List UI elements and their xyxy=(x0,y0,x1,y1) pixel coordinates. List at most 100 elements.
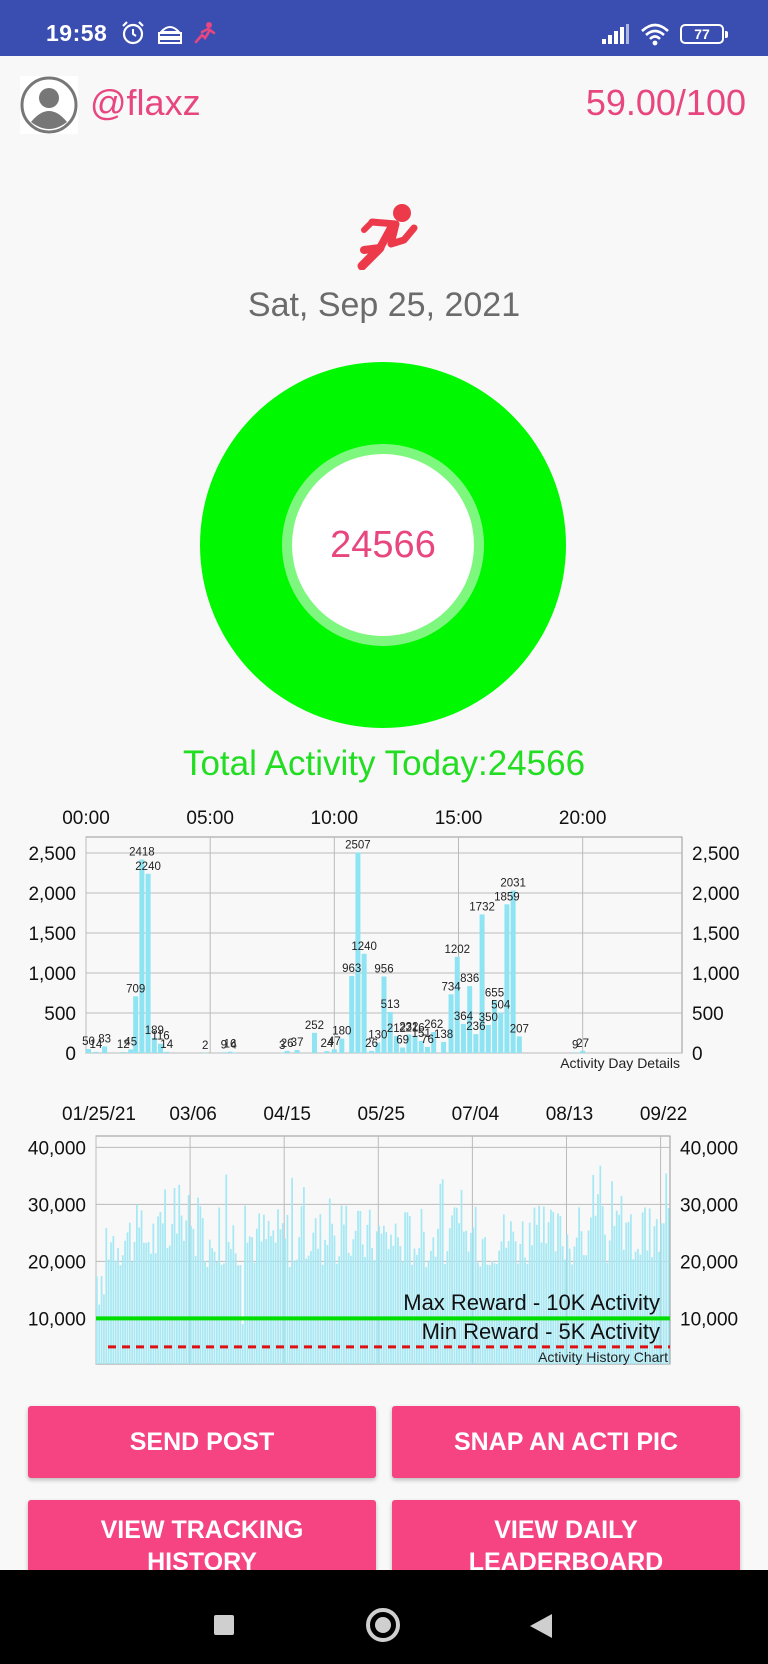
send-post-button[interactable]: SEND POST xyxy=(28,1406,376,1478)
history-chart-bar xyxy=(237,1265,239,1364)
activity-ring-value: 24566 xyxy=(292,454,474,636)
history-chart-bar xyxy=(587,1230,590,1364)
history-chart-bar xyxy=(507,1241,510,1364)
history-chart-bar xyxy=(154,1253,157,1364)
history-chart-bar xyxy=(662,1223,665,1364)
history-chart-bar xyxy=(477,1262,479,1364)
history-chart-bar xyxy=(98,1304,101,1364)
username[interactable]: @flaxz xyxy=(90,82,201,123)
history-chart-bar xyxy=(474,1206,477,1364)
back-icon[interactable] xyxy=(530,1614,552,1638)
history-chart-bar xyxy=(368,1209,371,1364)
history-chart-bar xyxy=(611,1181,613,1364)
history-chart-x-tick: 04/15 xyxy=(263,1104,311,1125)
day-chart-bar xyxy=(448,994,454,1053)
history-chart-bar xyxy=(145,1242,148,1364)
day-chart-y-tick-right: 1,500 xyxy=(692,924,740,945)
history-chart-x-tick: 08/13 xyxy=(546,1104,594,1125)
home-icon[interactable] xyxy=(366,1608,400,1642)
day-chart-bar xyxy=(164,1051,170,1053)
avatar-icon[interactable] xyxy=(20,76,78,134)
day-chart-bar xyxy=(151,1037,157,1053)
day-chart-bar-label: 14 xyxy=(90,1039,103,1051)
activity-ring: 24566 xyxy=(200,362,566,728)
history-chart-bar xyxy=(345,1205,348,1364)
day-chart-axes: 0 0 500 500 1,000 1,000 1,500 1,500 2,000 2,000 2,… xyxy=(28,808,739,1065)
history-chart-bar xyxy=(201,1218,204,1364)
history-chart-bar xyxy=(324,1239,326,1364)
history-chart-bar xyxy=(392,1245,395,1364)
history-chart-bar xyxy=(371,1248,373,1364)
history-chart-bar xyxy=(528,1222,531,1364)
history-chart-bar xyxy=(270,1236,272,1364)
day-chart-y-tick-left: 2,500 xyxy=(28,844,76,865)
history-chart-bar xyxy=(406,1212,409,1364)
activity-date: Sat, Sep 25, 2021 xyxy=(247,286,521,324)
history-chart-bar xyxy=(453,1207,456,1364)
history-chart-bar xyxy=(133,1241,136,1364)
total-activity-label: Total Activity Today:24566 xyxy=(182,744,586,783)
day-chart-y-tick-left: 1,000 xyxy=(28,964,76,985)
day-chart-bar xyxy=(412,1035,418,1053)
history-chart-bar xyxy=(606,1262,609,1364)
history-chart-bar xyxy=(350,1255,352,1364)
history-chart-bar xyxy=(260,1241,263,1364)
day-chart-bar xyxy=(331,1049,337,1053)
history-chart-bar xyxy=(161,1223,164,1364)
day-chart-bar-label: 216 xyxy=(405,1023,424,1035)
day-chart-bar-label: 180 xyxy=(332,1026,351,1038)
history-chart-x-tick: 01/25/21 xyxy=(62,1104,136,1125)
history-chart-bar xyxy=(248,1236,251,1364)
day-chart-bar xyxy=(400,1047,406,1053)
history-chart-bar xyxy=(378,1225,381,1364)
signal-icon xyxy=(602,24,629,44)
day-chart-bar xyxy=(324,1051,330,1053)
history-chart-bar xyxy=(394,1223,397,1364)
day-chart-caption: Activity Day Details xyxy=(560,1055,680,1071)
history-chart-bar xyxy=(667,1208,670,1364)
history-chart-bar xyxy=(197,1197,199,1364)
history-chart-bar xyxy=(117,1248,119,1364)
status-right: 77 xyxy=(600,22,728,46)
history-chart-bar xyxy=(467,1251,470,1364)
snap-acti-pic-button[interactable]: SNAP AN ACTI PIC xyxy=(392,1406,740,1478)
history-chart-bar xyxy=(333,1235,336,1364)
history-chart-bar xyxy=(630,1214,632,1364)
day-chart-bar xyxy=(485,1025,491,1053)
history-chart-bar xyxy=(479,1266,482,1364)
history-chart-axes: 10,000 10,000 20,000 20,000 30,000 30,000 40,0… xyxy=(28,1104,738,1330)
day-chart-bar xyxy=(102,1046,108,1053)
day-chart-bar xyxy=(284,1050,290,1053)
recent-apps-icon[interactable] xyxy=(214,1615,234,1635)
history-chart-bar xyxy=(352,1239,355,1364)
history-chart-bar xyxy=(500,1241,503,1364)
day-chart-bars xyxy=(85,852,586,1054)
history-chart-bar xyxy=(213,1251,216,1364)
history-chart-bar xyxy=(227,1241,230,1364)
day-chart-bar xyxy=(85,1049,91,1053)
history-chart-bar xyxy=(651,1257,653,1364)
day-chart-bar xyxy=(431,1032,437,1053)
day-chart-bar-label: 2418 xyxy=(129,847,155,859)
history-chart-bar xyxy=(648,1208,651,1364)
history-chart-bar xyxy=(559,1215,562,1364)
history-chart-bar xyxy=(578,1207,581,1364)
history-chart-bar xyxy=(488,1265,491,1364)
history-chart-bar xyxy=(135,1204,138,1364)
history-chart-bar xyxy=(178,1184,181,1364)
day-chart-bar xyxy=(158,1043,163,1053)
day-chart-bar xyxy=(202,1052,208,1054)
max-reward-label: Max Reward - 10K Activity xyxy=(403,1290,660,1315)
history-chart-bar xyxy=(446,1251,449,1364)
history-chart-bar xyxy=(230,1249,232,1364)
history-chart-bar xyxy=(566,1234,569,1364)
day-chart-bar xyxy=(369,1050,375,1053)
history-chart-bar xyxy=(585,1255,588,1364)
history-chart-bar xyxy=(512,1231,515,1364)
day-chart-bar-label: 350 xyxy=(479,1012,498,1024)
day-chart-bar xyxy=(133,996,139,1053)
day-chart-bar xyxy=(572,1052,578,1053)
history-chart-y-tick-left: 30,000 xyxy=(28,1195,86,1216)
day-chart-bar-label: 9 xyxy=(221,1039,227,1051)
